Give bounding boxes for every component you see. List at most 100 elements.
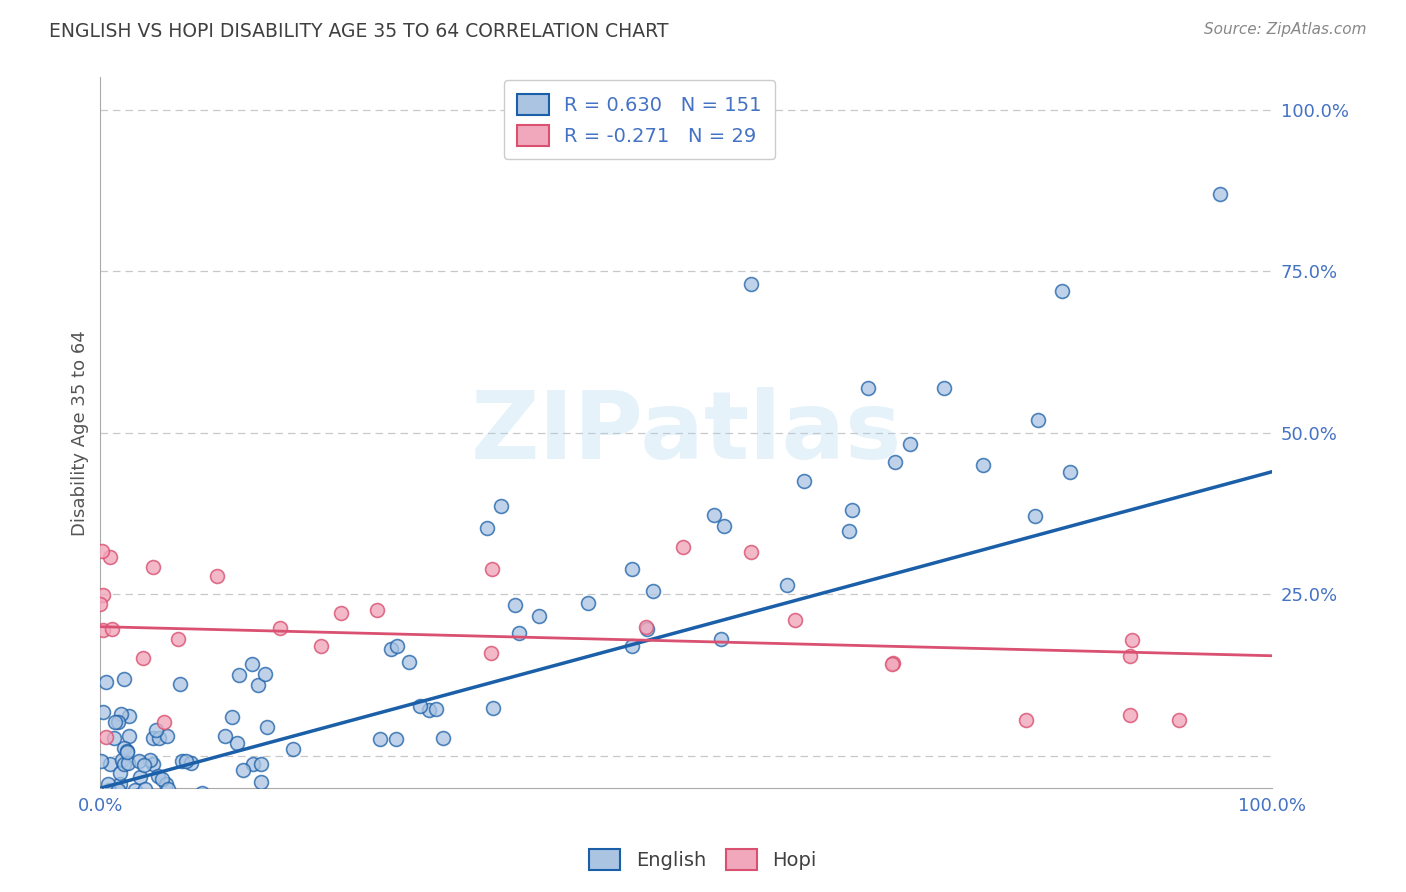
Point <box>1119 708 1142 723</box>
Point <box>90 800 112 814</box>
Point <box>110 800 132 814</box>
Point <box>112 757 135 772</box>
Point <box>107 783 129 797</box>
Point <box>527 609 550 624</box>
Point <box>150 772 173 786</box>
Legend: R = 0.630   N = 151, R = -0.271   N = 29: R = 0.630 N = 151, R = -0.271 N = 29 <box>503 80 775 160</box>
Point <box>672 540 695 554</box>
Point <box>1026 413 1049 427</box>
Point <box>152 800 174 814</box>
Point <box>250 775 273 789</box>
Point <box>838 524 860 539</box>
Point <box>90 800 112 814</box>
Point <box>281 742 304 756</box>
Point <box>112 800 135 814</box>
Point <box>385 731 408 746</box>
Point <box>134 781 156 796</box>
Point <box>508 625 530 640</box>
Point <box>174 754 197 768</box>
Point <box>621 562 644 576</box>
Point <box>90 544 112 558</box>
Point <box>98 786 121 800</box>
Point <box>142 731 165 745</box>
Point <box>489 500 512 514</box>
Point <box>228 668 250 682</box>
Point <box>246 678 269 692</box>
Point <box>118 800 141 814</box>
Point <box>256 720 278 734</box>
Point <box>96 800 118 814</box>
Point <box>108 800 131 814</box>
Point <box>934 381 956 395</box>
Point <box>104 800 127 814</box>
Point <box>254 667 277 681</box>
Point <box>98 756 121 771</box>
Point <box>325 794 347 808</box>
Point <box>105 800 128 814</box>
Text: Source: ZipAtlas.com: Source: ZipAtlas.com <box>1204 22 1367 37</box>
Point <box>111 800 134 814</box>
Point <box>111 800 134 814</box>
Point <box>1121 632 1143 647</box>
Point <box>841 503 863 517</box>
Point <box>432 731 454 746</box>
Point <box>90 754 112 768</box>
Point <box>1024 508 1046 523</box>
Point <box>108 800 131 814</box>
Point <box>205 569 228 583</box>
Point <box>132 650 155 665</box>
Text: ENGLISH VS HOPI DISABILITY AGE 35 TO 64 CORRELATION CHART: ENGLISH VS HOPI DISABILITY AGE 35 TO 64 … <box>49 22 669 41</box>
Point <box>104 800 127 814</box>
Point <box>117 756 139 770</box>
Point <box>91 705 114 719</box>
Point <box>101 623 124 637</box>
Point <box>380 641 402 656</box>
Point <box>117 800 139 814</box>
Point <box>110 800 132 814</box>
Point <box>139 800 162 814</box>
Point <box>134 758 156 772</box>
Point <box>156 729 179 743</box>
Point <box>793 475 815 489</box>
Point <box>249 756 271 771</box>
Point <box>884 455 907 469</box>
Point <box>145 723 167 738</box>
Point <box>131 800 153 814</box>
Point <box>115 745 138 759</box>
Point <box>1015 714 1038 728</box>
Point <box>110 707 132 722</box>
Point <box>94 800 117 814</box>
Point <box>157 782 180 797</box>
Point <box>713 519 735 533</box>
Point <box>195 800 218 814</box>
Point <box>111 800 134 814</box>
Point <box>972 458 994 473</box>
Point <box>170 755 193 769</box>
Point <box>703 508 725 522</box>
Point <box>481 562 503 576</box>
Point <box>880 657 903 672</box>
Point <box>128 770 150 784</box>
Point <box>97 777 120 791</box>
Point <box>145 800 167 814</box>
Point <box>103 800 125 814</box>
Point <box>856 381 879 395</box>
Point <box>232 764 254 778</box>
Point <box>142 559 165 574</box>
Point <box>139 753 162 767</box>
Point <box>104 799 127 814</box>
Point <box>214 729 236 743</box>
Point <box>385 640 408 654</box>
Point <box>477 521 499 535</box>
Point <box>94 795 117 809</box>
Point <box>108 766 131 780</box>
Point <box>775 578 797 592</box>
Point <box>309 639 332 653</box>
Point <box>180 756 202 770</box>
Point <box>104 715 127 730</box>
Point <box>90 797 112 812</box>
Point <box>111 753 134 767</box>
Point <box>155 777 177 791</box>
Point <box>112 673 135 687</box>
Point <box>91 624 114 638</box>
